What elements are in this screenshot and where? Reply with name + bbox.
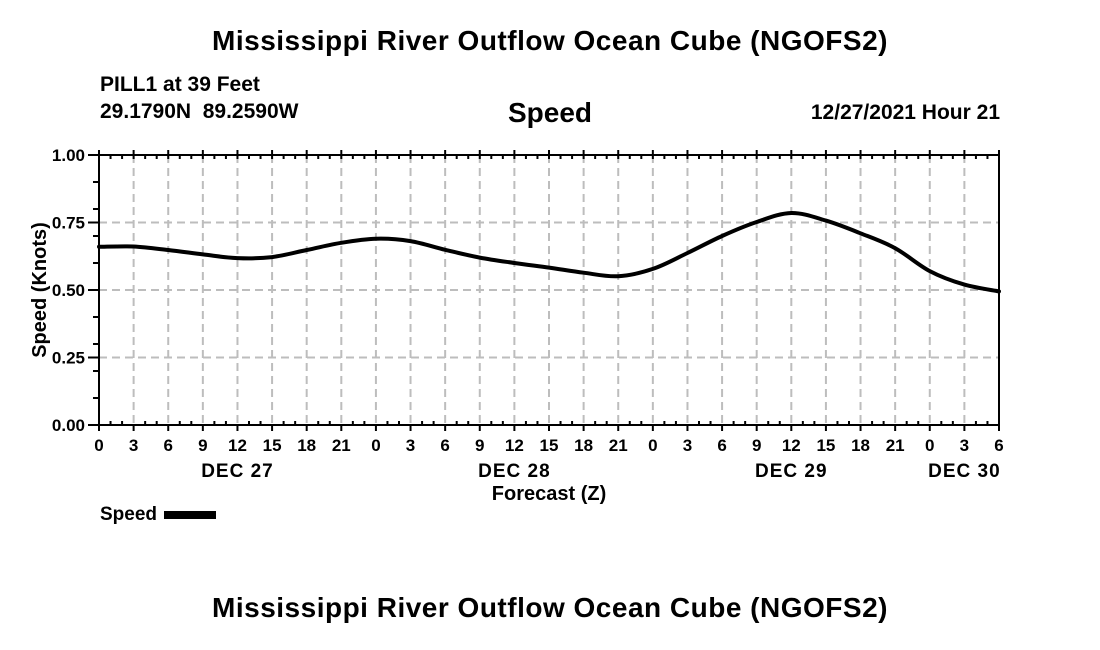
x-tick-label: 9 [198, 436, 207, 455]
legend-label: Speed [100, 504, 158, 525]
y-tick-label: 1.00 [52, 146, 85, 165]
x-tick-label: 0 [925, 436, 934, 455]
x-date-label: DEC 29 [755, 461, 828, 482]
x-tick-label: 12 [228, 436, 247, 455]
x-tick-label: 6 [163, 436, 172, 455]
y-tick-label: 0.50 [52, 281, 85, 300]
x-tick-label: 21 [609, 436, 628, 455]
plot-border [98, 154, 1000, 426]
x-tick-label: 18 [297, 436, 316, 455]
x-tick-label: 12 [782, 436, 801, 455]
y-tick-label: 0.75 [52, 214, 85, 233]
x-tick-label: 9 [752, 436, 761, 455]
x-date-label: DEC 28 [478, 461, 551, 482]
x-tick-label: 3 [129, 436, 138, 455]
x-tick-label: 15 [816, 436, 835, 455]
x-tick-label: 15 [540, 436, 559, 455]
x-tick-label: 6 [440, 436, 449, 455]
station-coordinates: 29.1790N 89.2590W [100, 100, 299, 123]
speed-series-line [97, 210, 1001, 294]
footer-title: Mississippi River Outflow Ocean Cube (NG… [212, 592, 888, 623]
x-tick-label: 6 [717, 436, 726, 455]
x-tick-label: 12 [505, 436, 524, 455]
x-date-label: DEC 30 [928, 461, 1001, 482]
y-tick-label: 0.00 [52, 416, 85, 435]
x-tick-label: 3 [683, 436, 692, 455]
x-tick-label: 21 [332, 436, 351, 455]
legend-line-swatch [164, 510, 217, 519]
x-tick-label: 3 [960, 436, 969, 455]
x-tick-label: 9 [475, 436, 484, 455]
x-tick-label: 15 [263, 436, 282, 455]
station-name: PILL1 at 39 Feet [100, 73, 260, 96]
x-tick-label: 21 [886, 436, 905, 455]
y-axis-title: Speed (Knots) [29, 222, 51, 358]
x-tick-label: 0 [94, 436, 103, 455]
x-tick-label: 3 [406, 436, 415, 455]
forecast-datetime: 12/27/2021 Hour 21 [810, 101, 1000, 124]
plot-variable-title: Speed [507, 97, 593, 128]
x-tick-label: 18 [851, 436, 870, 455]
main-title: Mississippi River Outflow Ocean Cube (NG… [212, 25, 888, 56]
legend: Speed [100, 504, 217, 525]
x-tick-label: 0 [648, 436, 657, 455]
y-tick-label: 0.25 [52, 349, 85, 368]
x-date-label: DEC 27 [201, 461, 274, 482]
x-axis-title: Forecast (Z) [492, 483, 606, 505]
x-tick-label: 6 [994, 436, 1003, 455]
x-tick-label: 0 [371, 436, 380, 455]
x-tick-label: 18 [574, 436, 593, 455]
